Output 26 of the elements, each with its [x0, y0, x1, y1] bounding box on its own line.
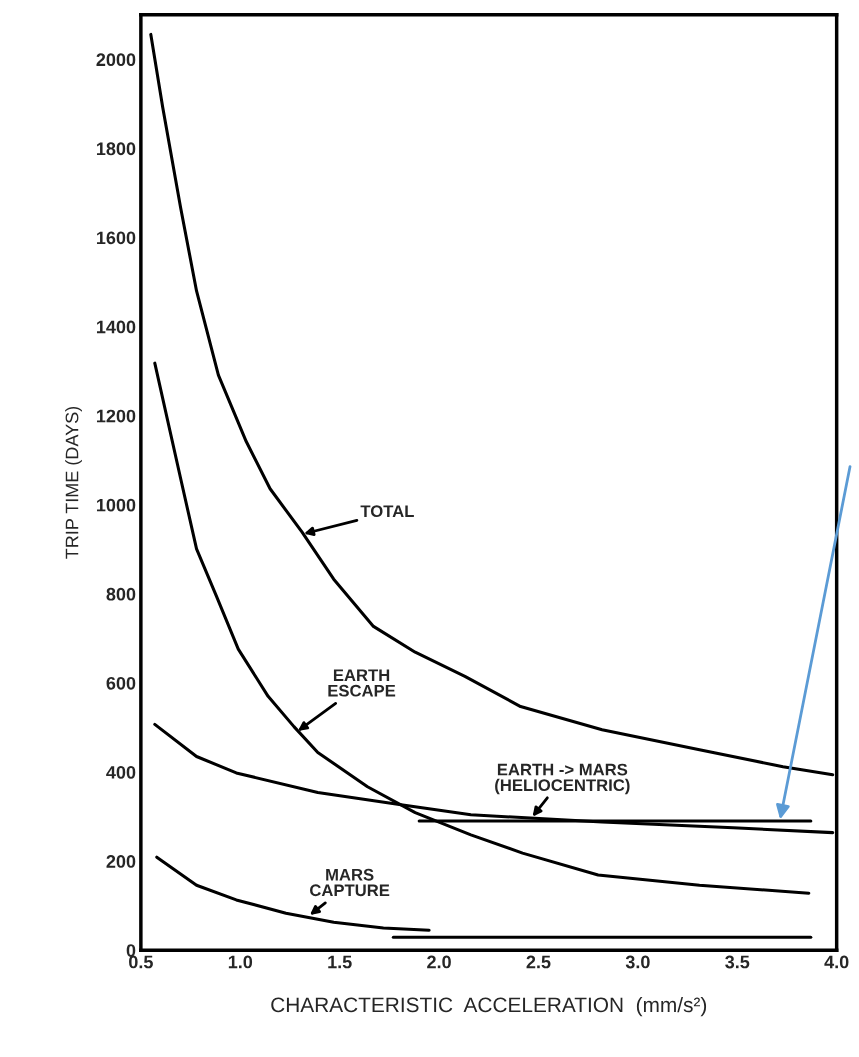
x-tick-label: 2.5: [526, 955, 551, 969]
x-tick-label: 1.5: [328, 955, 352, 969]
x-tick-label: 3.5: [725, 955, 750, 969]
y-tick-label: 1000: [96, 498, 136, 512]
y-tick-label: 200: [106, 855, 136, 868]
annotation: MARS CAPTURE: [310, 868, 390, 897]
x-tick-label: 4.0: [824, 955, 849, 969]
y-tick-label: 400: [106, 766, 136, 779]
y-tick-label: 800: [106, 587, 136, 601]
x-tick-label: 0.5: [129, 955, 153, 969]
y-tick-label: 1400: [96, 320, 136, 334]
annotation: TOTAL: [360, 505, 414, 518]
annotation: EARTH ESCAPE: [328, 669, 396, 697]
y-tick-label: 1600: [96, 231, 136, 245]
x-tick-label: 1.0: [228, 955, 253, 969]
y-tick-label: 1200: [96, 409, 136, 423]
y-tick-label: 1800: [96, 142, 136, 156]
y-tick-label: 600: [106, 676, 136, 690]
y-axis-title: TRIP TIME (DAYS): [65, 406, 82, 559]
line-series: [155, 855, 431, 932]
y-tick-label: 0: [126, 944, 136, 957]
x-tick-label: 3.0: [625, 955, 650, 969]
y-tick-label: 2000: [96, 53, 136, 67]
x-axis-title: CHARACTERISTIC ACCELERATION (mm/s²): [271, 996, 707, 1017]
annotation: EARTH -> MARS (HELIOCENTRIC): [495, 763, 630, 795]
x-tick-label: 2.0: [427, 955, 451, 969]
